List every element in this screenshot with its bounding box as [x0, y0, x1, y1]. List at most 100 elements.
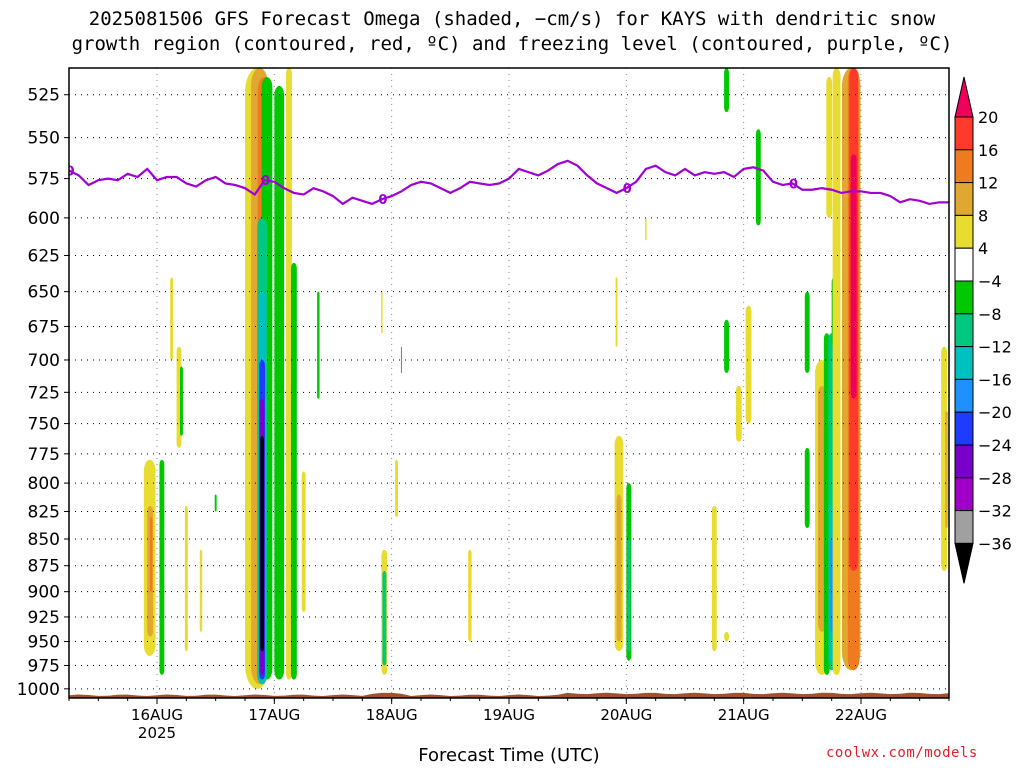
- omega-region: [170, 277, 174, 360]
- colorbar-segment: [954, 510, 974, 544]
- y-tick-label: 725: [28, 383, 60, 403]
- freezing-level-label: 0: [623, 182, 632, 197]
- omega-region: [724, 319, 729, 374]
- colorbar-segment: [954, 346, 974, 380]
- omega-region: [179, 366, 183, 436]
- omega-region: [645, 217, 647, 241]
- y-tick-label: 975: [28, 656, 60, 676]
- omega-region: [830, 538, 834, 632]
- x-tick-label: 19AUG: [483, 706, 535, 724]
- omega-region: [745, 305, 752, 424]
- omega-region: [735, 385, 742, 442]
- colorbar: 20 16 12 8 4 −4 −8 −12 −16 −20 −24 −28 −32 −36: [954, 76, 1012, 584]
- omega-region: [260, 435, 264, 652]
- colorbar-label: −32: [978, 502, 1012, 521]
- x-tick-sublabel: 2025: [138, 724, 176, 742]
- colorbar-label: 8: [978, 206, 988, 225]
- credit-text[interactable]: coolwx.com/models: [826, 745, 978, 761]
- omega-region: [832, 68, 841, 675]
- omega-shading-layer: [143, 68, 948, 689]
- y-tick-label: 800: [28, 474, 60, 494]
- y-tick-label: 925: [28, 608, 60, 628]
- terrain-surface: [69, 692, 949, 698]
- y-tick-label: 525: [28, 86, 60, 106]
- y-tick-label: 775: [28, 445, 60, 465]
- colorbar-segment: [954, 247, 974, 282]
- y-tick-label: 825: [28, 502, 60, 522]
- omega-region: [301, 471, 306, 612]
- colorbar-segment: [954, 411, 974, 446]
- omega-region: [381, 291, 383, 334]
- colorbar-segment: [954, 444, 974, 479]
- omega-region: [274, 85, 285, 680]
- y-tick-label: 550: [28, 129, 60, 149]
- terrain-band: [69, 692, 949, 698]
- omega-region: [286, 68, 292, 680]
- y-tick-label: 650: [28, 283, 60, 303]
- freezing-level-label: 0: [261, 174, 270, 189]
- colorbar-label: −4: [978, 272, 1002, 291]
- omega-region: [149, 517, 153, 592]
- y-tick-label: 900: [28, 583, 60, 603]
- freezing-level-label: 0: [378, 193, 387, 208]
- y-tick-label: 1000: [17, 680, 60, 700]
- colorbar-segment: [954, 149, 974, 184]
- x-tick-label: 22AUG: [835, 706, 887, 724]
- y-tick-label: 600: [28, 209, 60, 229]
- colorbar-segment: [954, 116, 974, 151]
- colorbar-top-arrow: [954, 76, 974, 118]
- omega-region: [214, 494, 217, 512]
- omega-region: [850, 154, 857, 399]
- y-tick-label: 700: [28, 351, 60, 371]
- omega-region: [615, 277, 618, 347]
- omega-region: [627, 538, 631, 652]
- y-tick-label: 575: [28, 170, 60, 190]
- omega-region: [317, 291, 320, 399]
- omega-region: [804, 291, 810, 374]
- colorbar-segment: [954, 280, 974, 315]
- colorbar-label: 12: [978, 174, 998, 193]
- colorbar-label: −16: [978, 370, 1012, 389]
- colorbar-label: −24: [978, 436, 1012, 455]
- omega-region: [724, 631, 729, 642]
- colorbar-label: −20: [978, 403, 1012, 422]
- chart-title-line-2: growth region (contoured, red, ºC) and f…: [71, 33, 953, 55]
- x-tick-label: 20AUG: [600, 706, 652, 724]
- colorbar-segment: [954, 313, 974, 348]
- omega-region: [382, 570, 387, 666]
- freezing-level-label: 0: [789, 177, 798, 192]
- x-tick-label: 16AUG: [131, 706, 183, 724]
- x-tick-label: 18AUG: [366, 706, 418, 724]
- colorbar-segment: [954, 477, 974, 512]
- colorbar-label: −8: [978, 305, 1002, 324]
- colorbar-segment: [954, 214, 974, 249]
- colorbar-label: −36: [978, 534, 1012, 553]
- freezing-level-contour: 0 0 0 0 0: [65, 159, 949, 208]
- y-tick-label: 950: [28, 633, 60, 653]
- colorbar-label: −28: [978, 469, 1012, 488]
- y-tick-label: 675: [28, 317, 60, 337]
- omega-region: [724, 68, 729, 113]
- omega-region: [826, 76, 833, 218]
- omega-region: [159, 459, 165, 675]
- omega-region: [395, 459, 399, 518]
- x-tick-label: 17AUG: [248, 706, 300, 724]
- omega-region: [199, 549, 203, 632]
- colorbar-bottom-arrow: [954, 542, 974, 584]
- x-tick-label: 21AUG: [718, 706, 770, 724]
- y-tick-label: 750: [28, 415, 60, 435]
- freezing-level-label: 0: [65, 165, 74, 180]
- omega-region: [823, 333, 830, 675]
- omega-region: [616, 494, 622, 642]
- omega-region: [945, 411, 948, 529]
- omega-region: [184, 505, 188, 652]
- omega-region: [400, 346, 402, 374]
- omega-region: [711, 505, 717, 652]
- omega-region: [804, 447, 810, 529]
- y-tick-label: 875: [28, 557, 60, 577]
- colorbar-segment: [954, 378, 974, 413]
- colorbar-label: −12: [978, 338, 1012, 357]
- colorbar-label: 20: [978, 108, 998, 127]
